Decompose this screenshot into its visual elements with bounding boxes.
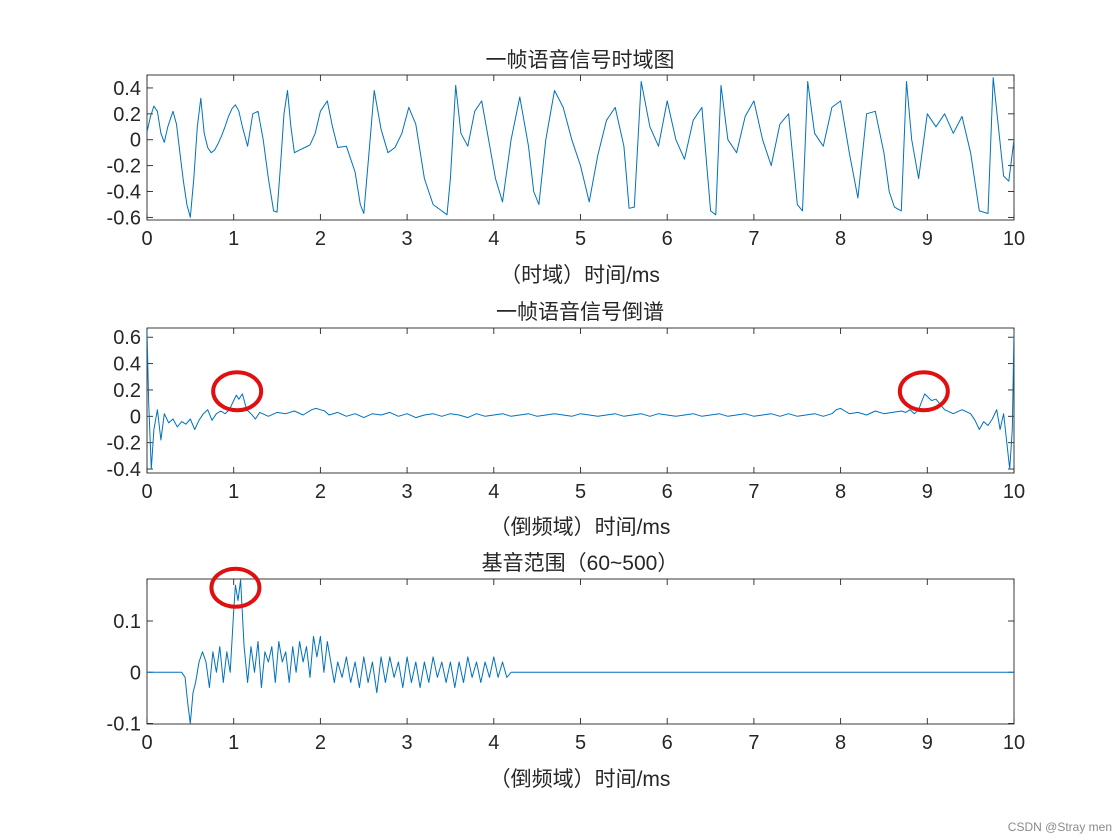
y-tick-label: -0.4 — [107, 459, 141, 481]
subplot-time-domain: 一帧语音信号时域图 0 1 2 3 4 5 6 7 8 9 10 -0.6 -0.4 -0.2 0 0.2 0.… — [107, 49, 1026, 287]
x-tick-label: 6 — [662, 228, 673, 250]
annotation-circle — [211, 370, 264, 413]
x-tick-label: 2 — [315, 732, 326, 754]
x-tick-label: 8 — [835, 481, 846, 503]
axes-frame — [146, 578, 1015, 725]
x-tick-label: 7 — [748, 732, 759, 754]
y-tick-label: -0.4 — [107, 182, 141, 204]
y-tick-label: 0 — [130, 662, 141, 684]
subplot-2-xlabel: （倒频域）时间/ms — [490, 516, 671, 539]
x-tick-label: 10 — [1003, 228, 1025, 250]
x-tick-label: 3 — [402, 228, 413, 250]
x-tick-label: 8 — [835, 732, 846, 754]
y-tick-label: 0.6 — [113, 327, 141, 349]
x-tick-label: 3 — [402, 481, 413, 503]
x-tick-label: 7 — [748, 481, 759, 503]
x-tick-label: 9 — [922, 732, 933, 754]
y-tick-label: 0.2 — [113, 380, 141, 402]
y-tick-label: 0 — [130, 406, 141, 428]
x-tick-label: 10 — [1003, 732, 1025, 754]
x-tick-label: 9 — [922, 481, 933, 503]
x-tick-label: 5 — [575, 732, 586, 754]
x-tick-label: 4 — [488, 732, 499, 754]
x-tick-label: 6 — [662, 732, 673, 754]
y-tick-label: 0.4 — [113, 78, 141, 100]
x-tick-label: 10 — [1003, 481, 1025, 503]
x-tick-label: 3 — [402, 732, 413, 754]
x-tick-label: 1 — [228, 228, 239, 250]
x-tick-label: 5 — [575, 481, 586, 503]
series-line — [147, 330, 1014, 470]
x-tick-label: 1 — [228, 732, 239, 754]
subplot-2-title: 一帧语音信号倒谱 — [496, 301, 664, 324]
y-tick-label: 0 — [130, 130, 141, 152]
x-tick-label: 5 — [575, 228, 586, 250]
y-tick-label: 0.1 — [113, 611, 141, 633]
subplot-cepstrum: 一帧语音信号倒谱 0 1 2 3 4 5 6 7 8 9 10-0.4-0.200.20.40.6 … — [107, 301, 1026, 539]
y-tick-label: -0.6 — [107, 207, 141, 229]
y-tick-label: -0.2 — [107, 156, 141, 178]
x-tick-label: 1 — [228, 481, 239, 503]
x-tick-label: 9 — [922, 228, 933, 250]
x-tick-label: 8 — [835, 228, 846, 250]
subplot-1-plot: 0 1 2 3 4 5 6 7 8 9 10 -0.6 -0.4 -0.2 0 0.2 0.4 — [107, 74, 1025, 250]
series-line — [147, 579, 1014, 724]
subplot-2-plot: 0 1 2 3 4 5 6 7 8 9 10 -0.4 -0.2 0 0.2 0.4 0.6 — [107, 327, 1026, 503]
x-tick-label: 4 — [488, 228, 499, 250]
subplot-3-plot: 0 1 2 3 4 5 6 7 8 9 10-0.100.1 — [107, 566, 1025, 754]
axes-frame — [146, 327, 1015, 474]
subplot-pitch-range: 基音范围（60~500） 0 1 2 3 4 5 6 7 8 9 10-0.100.1 （倒频域）时… — [107, 552, 1026, 791]
x-tick-label: 2 — [315, 481, 326, 503]
x-tick-label: 0 — [141, 732, 152, 754]
x-tick-label: 0 — [141, 481, 152, 503]
annotation-circle — [897, 370, 950, 413]
subplot-3-xlabel: （倒频域）时间/ms — [490, 768, 671, 791]
y-tick-label: -0.1 — [107, 713, 141, 735]
series-line — [147, 77, 1014, 218]
annotation-circle — [209, 566, 262, 609]
y-tick-label: 0.2 — [113, 104, 141, 126]
x-tick-label: 7 — [748, 228, 759, 250]
y-tick-label: -0.2 — [107, 433, 141, 455]
x-tick-label: 0 — [141, 228, 152, 250]
subplot-3-title: 基音范围（60~500） — [482, 552, 679, 575]
subplot-1-xlabel: （时域）时间/ms — [500, 264, 660, 287]
subplot-1-title: 一帧语音信号时域图 — [486, 49, 675, 72]
axes-frame — [146, 74, 1015, 221]
watermark: CSDN @Stray men — [1007, 820, 1112, 834]
y-tick-label: 0.4 — [113, 354, 141, 376]
x-tick-label: 6 — [662, 481, 673, 503]
x-tick-label: 2 — [315, 228, 326, 250]
x-tick-label: 4 — [488, 481, 499, 503]
